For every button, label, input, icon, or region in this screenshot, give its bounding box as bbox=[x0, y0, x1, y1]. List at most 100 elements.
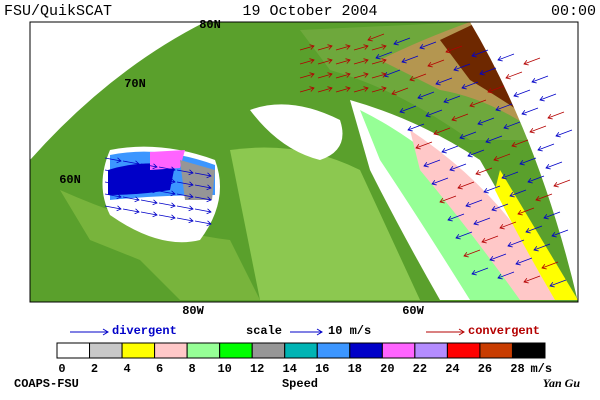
wind-vector bbox=[158, 178, 176, 185]
wind-vector bbox=[194, 196, 212, 203]
wind-vector bbox=[513, 89, 531, 98]
colorbar-tick-label: 22 bbox=[413, 362, 427, 376]
wind-vector bbox=[519, 157, 537, 166]
colorbar-tick-label: 24 bbox=[445, 362, 459, 376]
wind-vector bbox=[401, 55, 419, 64]
wind-vector bbox=[367, 33, 385, 42]
wind-vector bbox=[353, 58, 369, 65]
legend-arrow-convergent bbox=[458, 328, 465, 336]
wind-vector bbox=[523, 57, 541, 66]
colorbar: 0 2 4 6 8 10 12 14 16 18 20 22 24 26 28 m/s bbox=[56, 342, 552, 376]
wind-vector bbox=[194, 220, 212, 227]
water bbox=[250, 104, 343, 160]
wind-vector bbox=[461, 81, 479, 90]
wind-vector bbox=[317, 86, 333, 93]
header-date: 19 October 2004 bbox=[242, 3, 377, 20]
wind-vector bbox=[531, 75, 549, 84]
wind-vector bbox=[497, 271, 515, 280]
wind-vector bbox=[104, 205, 122, 212]
wind-vector bbox=[317, 58, 333, 65]
wind-vector bbox=[299, 58, 315, 65]
wind-vector bbox=[549, 279, 567, 288]
wind-vector bbox=[491, 203, 509, 212]
legend-scale: scale bbox=[246, 324, 282, 338]
wind-vector bbox=[435, 77, 453, 86]
wind-vector bbox=[501, 171, 519, 180]
wind-vector bbox=[317, 72, 333, 79]
wind-vector bbox=[455, 231, 473, 240]
colorbar-tick-label: 16 bbox=[315, 362, 329, 376]
wind-vector bbox=[539, 93, 557, 102]
wind-vector bbox=[521, 107, 539, 116]
wind-vector bbox=[391, 87, 409, 96]
wind-vector bbox=[140, 199, 158, 206]
wind-vector bbox=[407, 123, 425, 132]
wind-speed-region bbox=[495, 170, 578, 300]
wind-vector bbox=[122, 184, 140, 191]
wind-speed-region bbox=[410, 130, 560, 300]
wind-vector bbox=[417, 91, 435, 100]
wind-speed-region bbox=[150, 150, 185, 170]
wind-vector bbox=[523, 275, 541, 284]
wind-vector bbox=[517, 207, 535, 216]
wind-vector bbox=[433, 127, 451, 136]
wind-vector bbox=[335, 44, 351, 51]
colorbar-box bbox=[316, 342, 351, 359]
map: 80N 70N 60N 80W 60W bbox=[29, 18, 579, 318]
wind-vector bbox=[545, 161, 563, 170]
colorbar-box bbox=[121, 342, 156, 359]
colorbar-box bbox=[154, 342, 188, 359]
wind-vector bbox=[463, 249, 481, 258]
wind-vector bbox=[515, 257, 533, 266]
wind-vectors bbox=[104, 33, 573, 288]
wind-vector bbox=[451, 113, 469, 122]
greenland-high bbox=[380, 22, 560, 150]
wind-vector bbox=[353, 44, 369, 51]
wind-vector bbox=[555, 129, 573, 138]
wind-vector bbox=[299, 86, 315, 93]
outside-domain bbox=[470, 22, 578, 302]
colorbar-tick-label: 28 bbox=[510, 362, 524, 376]
wind-vector bbox=[471, 49, 489, 58]
wind-vector bbox=[505, 71, 523, 80]
colorbar-tick-label: 26 bbox=[478, 362, 492, 376]
wind-vector bbox=[335, 72, 351, 79]
colorbar-label: Speed bbox=[282, 377, 318, 391]
wind-vector bbox=[441, 145, 459, 154]
wind-vector bbox=[543, 211, 561, 220]
colorbar-tick-label: 8 bbox=[189, 362, 196, 376]
colorbar-tick-label: 12 bbox=[250, 362, 264, 376]
wind-vector bbox=[499, 221, 517, 230]
wind-vector bbox=[122, 172, 140, 179]
wind-speed-region bbox=[180, 160, 215, 200]
wind-vector bbox=[194, 184, 212, 191]
colorbar-tick-label: 14 bbox=[283, 362, 297, 376]
colorbar-box bbox=[251, 342, 286, 359]
wind-vector bbox=[399, 105, 417, 114]
header-left: FSU/QuikSCAT bbox=[4, 3, 112, 20]
wind-vector bbox=[547, 111, 565, 120]
map-frame bbox=[29, 21, 579, 303]
wind-vector bbox=[122, 196, 140, 203]
wind-vector bbox=[465, 199, 483, 208]
colorbar-box bbox=[89, 342, 123, 359]
wind-vector bbox=[489, 253, 507, 262]
colorbar-box bbox=[414, 342, 448, 359]
wind-vector bbox=[475, 167, 493, 176]
wind-vector bbox=[553, 179, 571, 188]
wind-vector bbox=[483, 185, 501, 194]
wind-vector bbox=[503, 121, 521, 130]
wind-vector bbox=[551, 229, 569, 238]
wind-vector bbox=[317, 44, 333, 51]
wind-vector bbox=[449, 163, 467, 172]
colorbar-tick-label: 6 bbox=[156, 362, 163, 376]
wind-vector bbox=[509, 189, 527, 198]
wind-vector bbox=[467, 149, 485, 158]
wind-vector bbox=[104, 157, 122, 164]
wind-vector bbox=[495, 103, 513, 112]
wind-vector bbox=[122, 208, 140, 215]
legend-arrow-divergent bbox=[102, 328, 109, 336]
wind-vector bbox=[469, 99, 487, 108]
wind-vector bbox=[176, 193, 194, 200]
